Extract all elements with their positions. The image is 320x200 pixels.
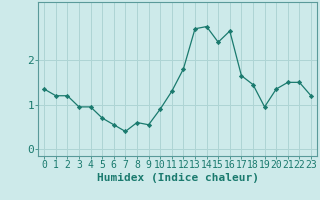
X-axis label: Humidex (Indice chaleur): Humidex (Indice chaleur) (97, 173, 259, 183)
